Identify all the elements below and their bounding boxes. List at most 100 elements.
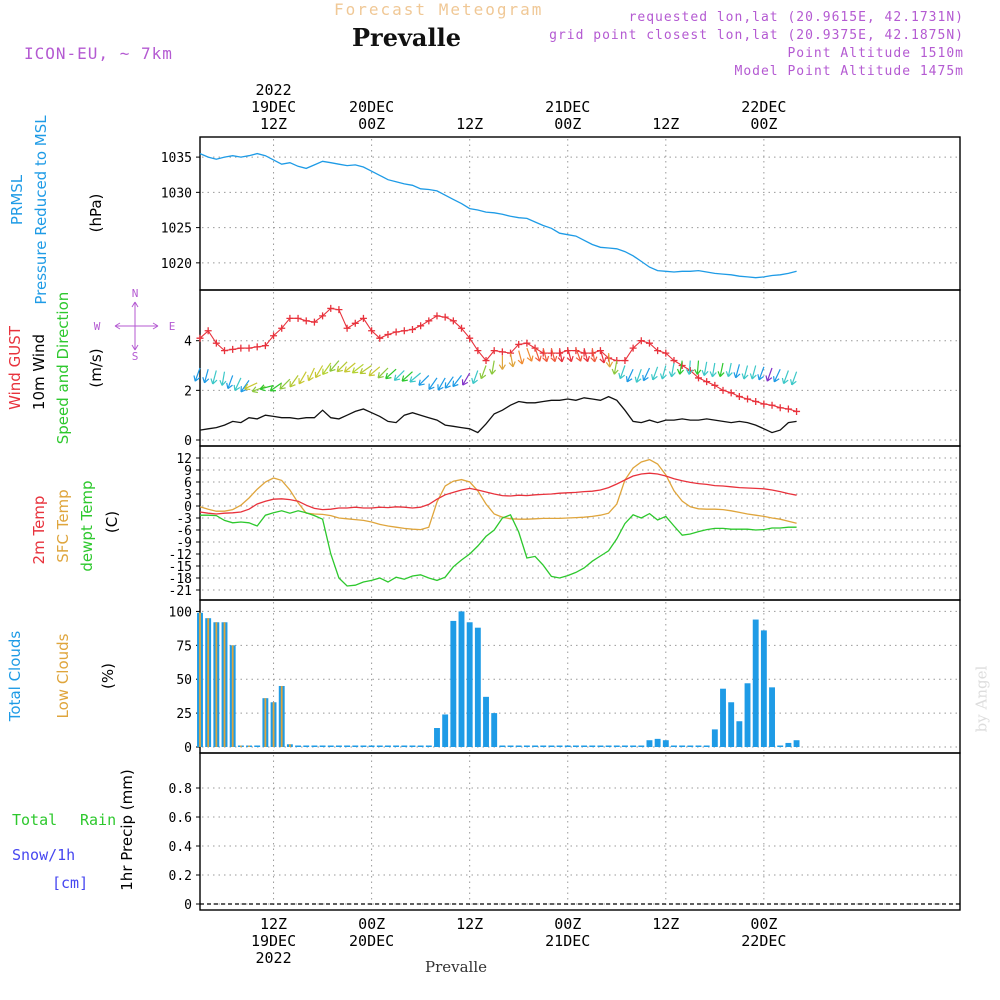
- wind-gust-marker: [245, 344, 253, 352]
- low-cloud-bar: [223, 622, 226, 747]
- total-cloud-bar: [491, 713, 498, 747]
- wind-gust-marker: [474, 347, 482, 355]
- wind-gust-marker: [539, 349, 547, 357]
- wind-gust-marker: [654, 347, 662, 355]
- compass-west: W: [94, 320, 101, 333]
- time-tick-label: 12Z: [456, 915, 483, 933]
- time-tick-label: 19DEC: [251, 98, 296, 116]
- time-tick-label: 19DEC: [251, 932, 296, 950]
- time-tick-label: 00Z: [554, 115, 581, 133]
- total-cloud-bar: [458, 611, 465, 747]
- data-marks: [193, 152, 960, 905]
- wind-direction-arrow: [599, 349, 607, 364]
- wind-direction-arrow: [401, 371, 413, 382]
- wind-direction-arrow: [790, 371, 798, 386]
- wind-gust-marker: [515, 340, 523, 348]
- y-tick-label: -6: [176, 524, 192, 539]
- low-cloud-bar: [289, 744, 291, 747]
- wind-direction-arrow: [781, 370, 789, 385]
- wind-direction-arrow: [279, 378, 291, 390]
- panel-frame-temperature: [199, 445, 961, 601]
- wind-gust-marker: [670, 357, 678, 365]
- wind-direction-arrow: [377, 367, 389, 379]
- wind-gust-marker: [221, 347, 229, 355]
- y-tick-label: 1025: [161, 222, 192, 237]
- y-tick-label: 75: [176, 639, 192, 654]
- total-cloud-bar: [311, 745, 318, 747]
- wind-direction-arrow: [202, 369, 210, 384]
- wind-direction-arrow: [575, 347, 583, 362]
- wind-gust-marker: [278, 324, 286, 332]
- total-cloud-bar: [352, 745, 359, 747]
- total-cloud-bar: [703, 745, 710, 747]
- wind-gust-marker: [466, 334, 474, 342]
- low-clouds-label: Low Clouds: [54, 633, 72, 718]
- time-tick-label: 12Z: [652, 115, 679, 133]
- low-cloud-bar: [231, 645, 234, 747]
- time-tick-label: 20DEC: [349, 98, 394, 116]
- total-cloud-bar: [540, 745, 547, 747]
- sfc-temp-line: [199, 458, 797, 531]
- total-cloud-bar: [417, 745, 424, 747]
- wind-direction-arrow: [418, 374, 430, 386]
- wind-gust-marker: [229, 345, 237, 353]
- time-tick-label: 12Z: [456, 115, 483, 133]
- wind-gust-marker: [637, 337, 645, 345]
- wind-gust-marker: [376, 334, 384, 342]
- wind-gust-marker: [261, 342, 269, 350]
- y-tick-label: 1030: [161, 186, 192, 201]
- wind-gust-marker: [547, 349, 555, 357]
- wind-gust-marker: [703, 378, 711, 386]
- wind-gust-marker: [212, 339, 220, 347]
- wind-direction-arrow: [461, 372, 471, 386]
- wind-direction-arrow: [611, 360, 619, 375]
- total-cloud-bar: [777, 745, 784, 747]
- y-tick-label: 100: [169, 605, 192, 620]
- wind-gust-marker: [351, 319, 359, 327]
- total-cloud-bar: [409, 745, 416, 747]
- total-cloud-bar: [622, 745, 628, 747]
- y-tick-label: 3: [184, 488, 192, 503]
- wind-direction-arrow: [508, 352, 516, 368]
- wind-gust-marker: [490, 347, 498, 355]
- wind-direction-arrow: [694, 360, 702, 375]
- total-cloud-bar: [515, 745, 522, 747]
- wind-gust-marker: [694, 374, 702, 382]
- total-cloud-bar: [638, 745, 645, 747]
- time-tick-label: 22DEC: [741, 98, 786, 116]
- pressure-label-msl: Pressure Reduced to MSL: [32, 115, 50, 305]
- time-tick-label: 22DEC: [741, 932, 786, 950]
- time-tick-label: 00Z: [358, 915, 385, 933]
- pressure-unit: (hPa): [87, 194, 105, 233]
- panel-frame-pressure: [199, 136, 961, 291]
- total-cloud-bar: [450, 620, 457, 747]
- compass-south: S: [132, 350, 139, 363]
- wind-gust-marker: [400, 327, 408, 335]
- wind-gust-marker: [629, 344, 637, 352]
- total-cloud-bar: [401, 745, 408, 747]
- total-cloud-bar: [720, 688, 726, 747]
- total-cloud-bar: [605, 745, 612, 747]
- total-cloud-bar: [327, 745, 334, 747]
- wind-gust-marker: [425, 317, 433, 325]
- y-tick-label: 0.2: [169, 869, 192, 884]
- time-tick-label: 2022: [255, 949, 291, 967]
- total-cloud-bar: [319, 745, 326, 747]
- total-cloud-bar: [376, 745, 383, 747]
- total-cloud-bar: [507, 745, 514, 747]
- wind-gust-marker: [458, 324, 466, 332]
- total-cloud-bar: [254, 745, 261, 747]
- wind-gust-marker: [327, 304, 335, 312]
- total-cloud-bar: [556, 745, 563, 747]
- total-cloud-bar: [760, 630, 767, 747]
- total-cloud-bar: [483, 696, 489, 747]
- time-tick-label: 12Z: [652, 915, 679, 933]
- wind-direction-arrow: [314, 365, 324, 379]
- pressure-line: [199, 152, 797, 279]
- y-tick-label: 2: [184, 384, 192, 399]
- y-tick-label: 4: [184, 335, 192, 350]
- wind-gust-marker: [417, 322, 425, 330]
- total-cloud-bar: [785, 742, 792, 747]
- total-cloud-bar: [564, 745, 571, 747]
- wind-direction-arrow: [526, 347, 534, 362]
